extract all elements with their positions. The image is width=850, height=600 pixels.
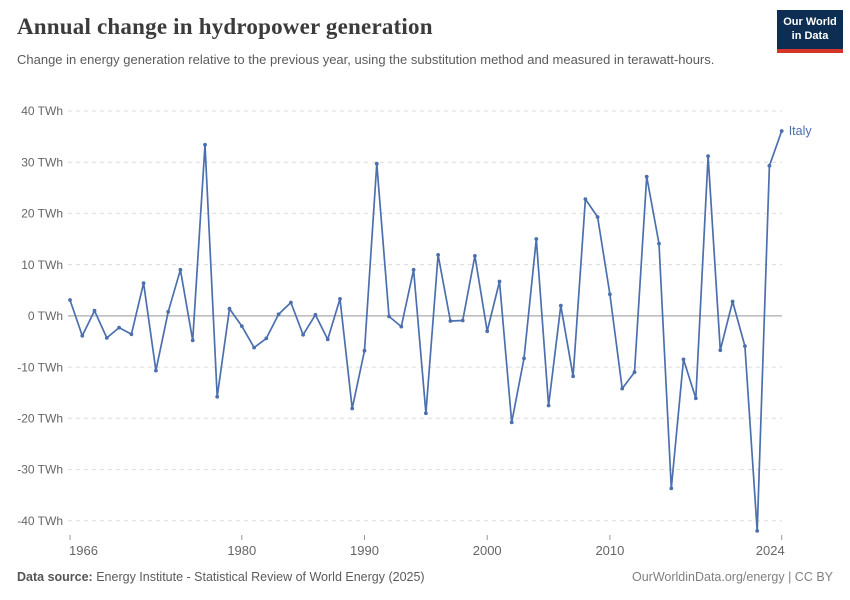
data-point[interactable] <box>411 267 416 272</box>
data-point[interactable] <box>399 324 404 329</box>
data-point[interactable] <box>190 338 195 343</box>
data-point[interactable] <box>313 312 318 317</box>
data-point[interactable] <box>154 368 158 373</box>
x-tick-label: 1990 <box>350 543 379 558</box>
data-point[interactable] <box>141 281 146 285</box>
data-point[interactable] <box>558 303 563 308</box>
data-point[interactable] <box>387 314 391 319</box>
data-point[interactable] <box>767 163 772 168</box>
chart-title: Annual change in hydropower generation <box>17 14 433 39</box>
data-point[interactable] <box>779 129 784 133</box>
logo-line-1: Our World <box>783 16 837 28</box>
data-point[interactable] <box>681 357 686 362</box>
data-point[interactable] <box>129 332 134 337</box>
data-point[interactable] <box>325 337 330 342</box>
italy-line[interactable] <box>69 130 783 532</box>
y-axis-labels: 40 TWh 30 TWh 20 TWh 10 TWh 0 TWh -10 TWh -20 … <box>17 104 63 528</box>
data-source-text: Energy Institute - Statistical Review of… <box>92 570 425 584</box>
data-point[interactable] <box>706 154 710 159</box>
y-tick-label: -20 TWh <box>17 411 63 425</box>
data-point[interactable] <box>644 174 649 179</box>
data-point[interactable] <box>595 215 600 219</box>
data-point[interactable] <box>203 142 207 147</box>
data-point[interactable] <box>117 325 121 330</box>
data-point[interactable] <box>583 197 588 202</box>
data-point[interactable] <box>497 279 502 284</box>
owid-logo: Our World in Data <box>777 10 843 53</box>
x-tick-label: 2000 <box>473 543 502 558</box>
data-point[interactable] <box>239 324 244 328</box>
logo-line-2: in Data <box>791 29 829 42</box>
data-point[interactable] <box>620 386 625 391</box>
x-tick-label: 1966 <box>69 543 98 558</box>
data-point[interactable] <box>289 300 293 305</box>
data-point[interactable] <box>485 329 490 334</box>
x-axis: 1966 1980 1990 2000 2010 2024 <box>69 535 785 558</box>
y-tick-label: -40 TWh <box>17 514 63 528</box>
data-point[interactable] <box>608 292 612 297</box>
data-point[interactable] <box>571 374 575 379</box>
data-point[interactable] <box>252 345 256 350</box>
data-point[interactable] <box>215 394 220 399</box>
data-point[interactable] <box>473 254 477 258</box>
data-point[interactable] <box>374 161 379 166</box>
data-point[interactable] <box>166 309 171 314</box>
data-point[interactable] <box>730 299 735 304</box>
x-tick-label: 2010 <box>595 543 624 558</box>
data-point[interactable] <box>227 306 232 311</box>
data-point[interactable] <box>92 308 97 313</box>
data-point[interactable] <box>350 406 355 411</box>
y-tick-label: -10 TWh <box>17 360 63 374</box>
data-source: Data source: Energy Institute - Statisti… <box>17 570 425 584</box>
data-point[interactable] <box>68 298 72 302</box>
chart-subtitle: Change in energy generation relative to … <box>17 52 715 67</box>
data-point[interactable] <box>276 312 281 317</box>
data-point[interactable] <box>657 241 661 246</box>
y-tick-label: 40 TWh <box>21 104 63 118</box>
y-tick-label: -30 TWh <box>17 463 63 477</box>
data-point[interactable] <box>362 348 367 353</box>
data-point[interactable] <box>632 370 637 375</box>
data-point[interactable] <box>693 396 698 401</box>
data-point[interactable] <box>755 529 760 533</box>
data-point[interactable] <box>338 297 342 301</box>
y-tick-label: 20 TWh <box>21 207 63 221</box>
data-point[interactable] <box>669 486 674 491</box>
data-point[interactable] <box>743 344 747 348</box>
data-point[interactable] <box>546 403 551 408</box>
chart-footer: Data source: Energy Institute - Statisti… <box>17 570 833 584</box>
credit-line: OurWorldinData.org/energy | CC BY <box>631 570 833 584</box>
data-point[interactable] <box>80 333 85 338</box>
x-tick-label: 2024 <box>756 543 785 558</box>
data-source-label: Data source: <box>17 570 93 584</box>
data-point[interactable] <box>718 348 723 353</box>
data-point[interactable] <box>534 237 539 241</box>
data-point[interactable] <box>301 332 305 337</box>
data-point[interactable] <box>178 267 183 272</box>
data-point[interactable] <box>509 420 514 425</box>
data-point[interactable] <box>522 356 526 361</box>
entity-label-italy[interactable]: Italy <box>789 124 813 138</box>
data-point[interactable] <box>436 253 440 257</box>
x-tick-label: 1980 <box>227 543 256 558</box>
data-point[interactable] <box>424 411 428 416</box>
data-points[interactable] <box>68 129 784 533</box>
y-tick-label: 0 TWh <box>28 309 63 323</box>
data-point[interactable] <box>104 336 109 340</box>
data-point[interactable] <box>448 319 453 323</box>
y-tick-label: 10 TWh <box>21 258 63 272</box>
data-point[interactable] <box>460 318 465 323</box>
data-point[interactable] <box>264 336 269 341</box>
y-tick-label: 30 TWh <box>21 155 63 169</box>
